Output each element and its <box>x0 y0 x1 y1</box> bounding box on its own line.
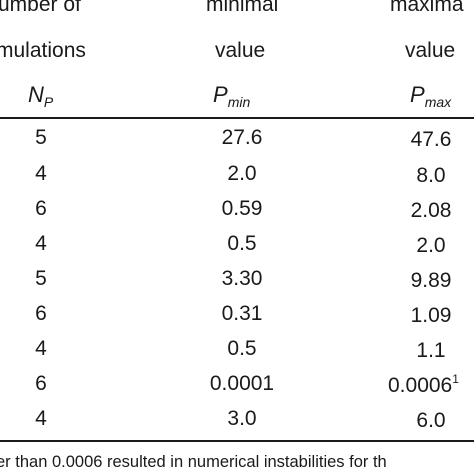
cell-max-value: 0.00061 <box>388 372 459 397</box>
header-col1-line2: mulations <box>0 39 86 62</box>
cell-max-value: 6.0 <box>416 409 446 432</box>
cell-max-value: 9.89 <box>410 269 452 292</box>
cell-simulations: 6 <box>35 372 47 395</box>
cell-simulations: 6 <box>35 197 47 220</box>
cell-max-value: 47.6 <box>410 128 452 151</box>
cell-max-value: 1.09 <box>410 304 452 327</box>
bottom-rule <box>0 440 474 442</box>
cell-max-value: 1.1 <box>416 339 446 362</box>
footnote-marker: 1 <box>452 372 459 386</box>
cell-min-value: 0.59 <box>221 197 263 220</box>
cell-min-value: 0.0001 <box>209 372 275 395</box>
footnote: er than 0.0006 resulted in numerical ins… <box>0 453 387 471</box>
header-col1-symbol: NP <box>28 82 54 110</box>
header-col3-line1: maxima <box>390 0 464 16</box>
cell-max-value: 2.0 <box>416 234 446 257</box>
cell-min-value: 0.5 <box>227 337 257 360</box>
header-col1-line1: umber of <box>0 0 81 16</box>
cell-max-value: 2.08 <box>410 199 452 222</box>
cell-simulations: 4 <box>35 232 47 255</box>
cell-simulations: 4 <box>35 162 47 185</box>
header-col3-symbol: Pmax <box>410 82 452 110</box>
cell-min-value: 3.30 <box>221 267 263 290</box>
cell-min-value: 0.5 <box>227 232 257 255</box>
cell-simulations: 5 <box>35 126 47 149</box>
cell-simulations: 6 <box>35 302 47 325</box>
header-rule <box>0 117 474 119</box>
cell-max-value: 8.0 <box>416 164 446 187</box>
cell-simulations: 4 <box>35 337 47 360</box>
cell-min-value: 0.31 <box>221 302 263 325</box>
cell-min-value: 2.0 <box>227 162 257 185</box>
header-col3-line2: value <box>405 39 456 62</box>
cell-min-value: 3.0 <box>227 407 257 430</box>
cell-min-value: 27.6 <box>221 126 263 149</box>
header-col2-symbol: Pmin <box>213 82 251 110</box>
header-col2-line1: minimal <box>206 0 279 16</box>
header-col2-line2: value <box>215 39 266 62</box>
cell-simulations: 4 <box>35 407 47 430</box>
cell-simulations: 5 <box>35 267 47 290</box>
